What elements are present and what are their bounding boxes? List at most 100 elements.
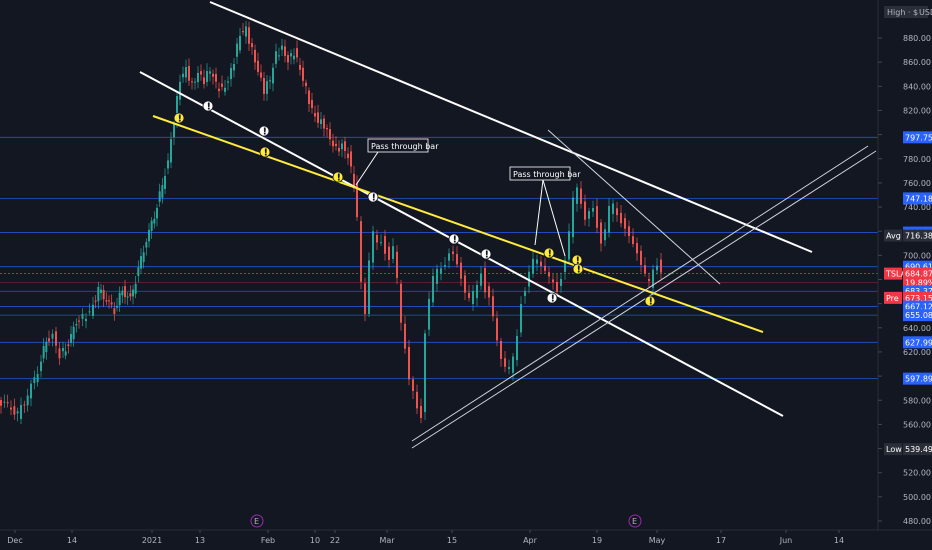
earnings-marker-1[interactable]: E: [250, 514, 264, 528]
candle-body: [472, 291, 474, 304]
candle-body: [108, 300, 110, 302]
candle-body: [278, 55, 280, 57]
svg-text:E: E: [632, 517, 637, 526]
rising-channel-line-1[interactable]: [411, 145, 869, 442]
annotation-arrow: [542, 179, 566, 257]
price-tag-label-box: [884, 229, 902, 242]
candle-body: [428, 298, 430, 330]
candle-body: [3, 401, 6, 403]
candle-body: [62, 348, 64, 352]
price-tag-level-747[interactable]: 747.18: [903, 192, 932, 205]
price-tag-avg[interactable]: Avg 716.38: [884, 229, 932, 242]
alert-icon[interactable]: !: [258, 125, 270, 138]
candle-body: [269, 80, 271, 82]
candle-body: [380, 242, 382, 244]
yellow-support-line[interactable]: [152, 115, 764, 333]
price-tag-value: 655.08: [905, 311, 932, 320]
candlestick-series: [0, 20, 662, 425]
svg-text:!: !: [337, 173, 342, 184]
svg-text:!: !: [263, 127, 268, 138]
candle-body: [456, 254, 458, 265]
candle-body: [132, 289, 134, 297]
candle-body: [124, 286, 126, 298]
candle-body: [540, 261, 542, 266]
candle-body: [544, 265, 546, 271]
annotation-pass-through-2[interactable]: Pass through bar: [509, 166, 581, 257]
candle-body: [520, 303, 522, 333]
price-tag-label-box: [884, 443, 902, 456]
candle-body: [347, 153, 349, 159]
price-tag-level-627[interactable]: 627.99: [903, 336, 932, 349]
alert-icon[interactable]: !: [448, 233, 460, 246]
time-label: 14: [67, 536, 77, 545]
candle-body: [484, 268, 486, 293]
thin-diagonal-line[interactable]: [547, 129, 721, 285]
price-tag-box: [903, 131, 932, 144]
candle-body: [153, 218, 156, 224]
candle-body: [212, 73, 214, 77]
candle-body: [440, 268, 442, 274]
alert-icon[interactable]: !: [332, 171, 344, 184]
candle-body: [176, 96, 178, 120]
candle-body: [85, 318, 87, 322]
rising-channel-line-2[interactable]: [411, 150, 877, 449]
price-tag-value: 627.99: [905, 338, 932, 347]
candle-body: [444, 265, 446, 267]
alert-icon[interactable]: !: [259, 146, 271, 159]
annotation-box: [509, 166, 571, 181]
middle-channel-line[interactable]: [139, 71, 784, 417]
scale-mode-label[interactable]: High · $ USD: [884, 6, 932, 18]
candle-body: [200, 71, 202, 75]
earnings-marker-2[interactable]: E: [628, 514, 642, 528]
price-tag-low[interactable]: Low 539.49: [884, 443, 932, 456]
upper-resistance-line[interactable]: [209, 1, 813, 253]
candle-body: [92, 304, 94, 316]
price-tick-label: 480.00: [903, 517, 931, 526]
price-tag-level-655[interactable]: 655.08: [903, 309, 932, 322]
price-tag-value: 539.49: [905, 445, 932, 454]
price-tick-label: 860.00: [903, 58, 931, 67]
candle-body: [245, 26, 247, 37]
svg-text:!: !: [576, 256, 581, 267]
alert-icon[interactable]: !: [202, 100, 214, 113]
svg-text:!: !: [453, 235, 458, 246]
price-tick-label: 840.00: [903, 82, 931, 91]
candle-body: [239, 35, 241, 51]
candle-body: [20, 404, 22, 419]
candle-body: [293, 55, 295, 60]
price-tag-level-797[interactable]: 797.75: [903, 131, 932, 144]
candle-body: [51, 333, 54, 339]
price-tag-label: Avg: [886, 232, 901, 241]
annotation-text: Pass through bar: [371, 142, 439, 151]
alert-icon[interactable]: !: [572, 263, 584, 276]
candle-body: [656, 265, 658, 271]
candle-body: [30, 383, 32, 399]
price-tag-value: 19.89%: [905, 279, 932, 288]
time-axis[interactable]: Dec 14 2021 13 Feb 10 22 Mar 15 Apr 19 May 17 Jun 14: [0, 529, 932, 550]
alert-icon[interactable]: !: [173, 112, 185, 125]
candle-body: [504, 358, 506, 367]
price-axis[interactable]: 880.00860.00840.00820.00800.00780.00760.…: [877, 0, 932, 530]
candle-body: [224, 87, 226, 92]
price-tag-box: [903, 372, 932, 385]
price-tag-value: 673.15: [905, 294, 932, 303]
annotation-arrow: [534, 179, 544, 246]
candle-body: [644, 265, 646, 274]
candle-body: [254, 49, 256, 63]
candle-body: [161, 185, 164, 198]
alert-icon[interactable]: !: [543, 247, 555, 260]
alert-icon[interactable]: !: [480, 248, 492, 261]
svg-text:!: !: [178, 114, 183, 125]
candle-body: [624, 218, 626, 229]
alert-icon[interactable]: !: [546, 292, 558, 305]
annotation-pass-through-1[interactable]: Pass through bar: [355, 138, 439, 186]
alert-icon[interactable]: !: [644, 295, 656, 308]
alert-icon[interactable]: !: [367, 191, 379, 204]
price-tick-label: 700.00: [903, 251, 931, 260]
price-tick-label: 560.00: [903, 420, 931, 429]
price-tag-level-597[interactable]: 597.89: [903, 372, 932, 385]
candle-body: [227, 81, 229, 83]
candle-body: [488, 286, 490, 298]
